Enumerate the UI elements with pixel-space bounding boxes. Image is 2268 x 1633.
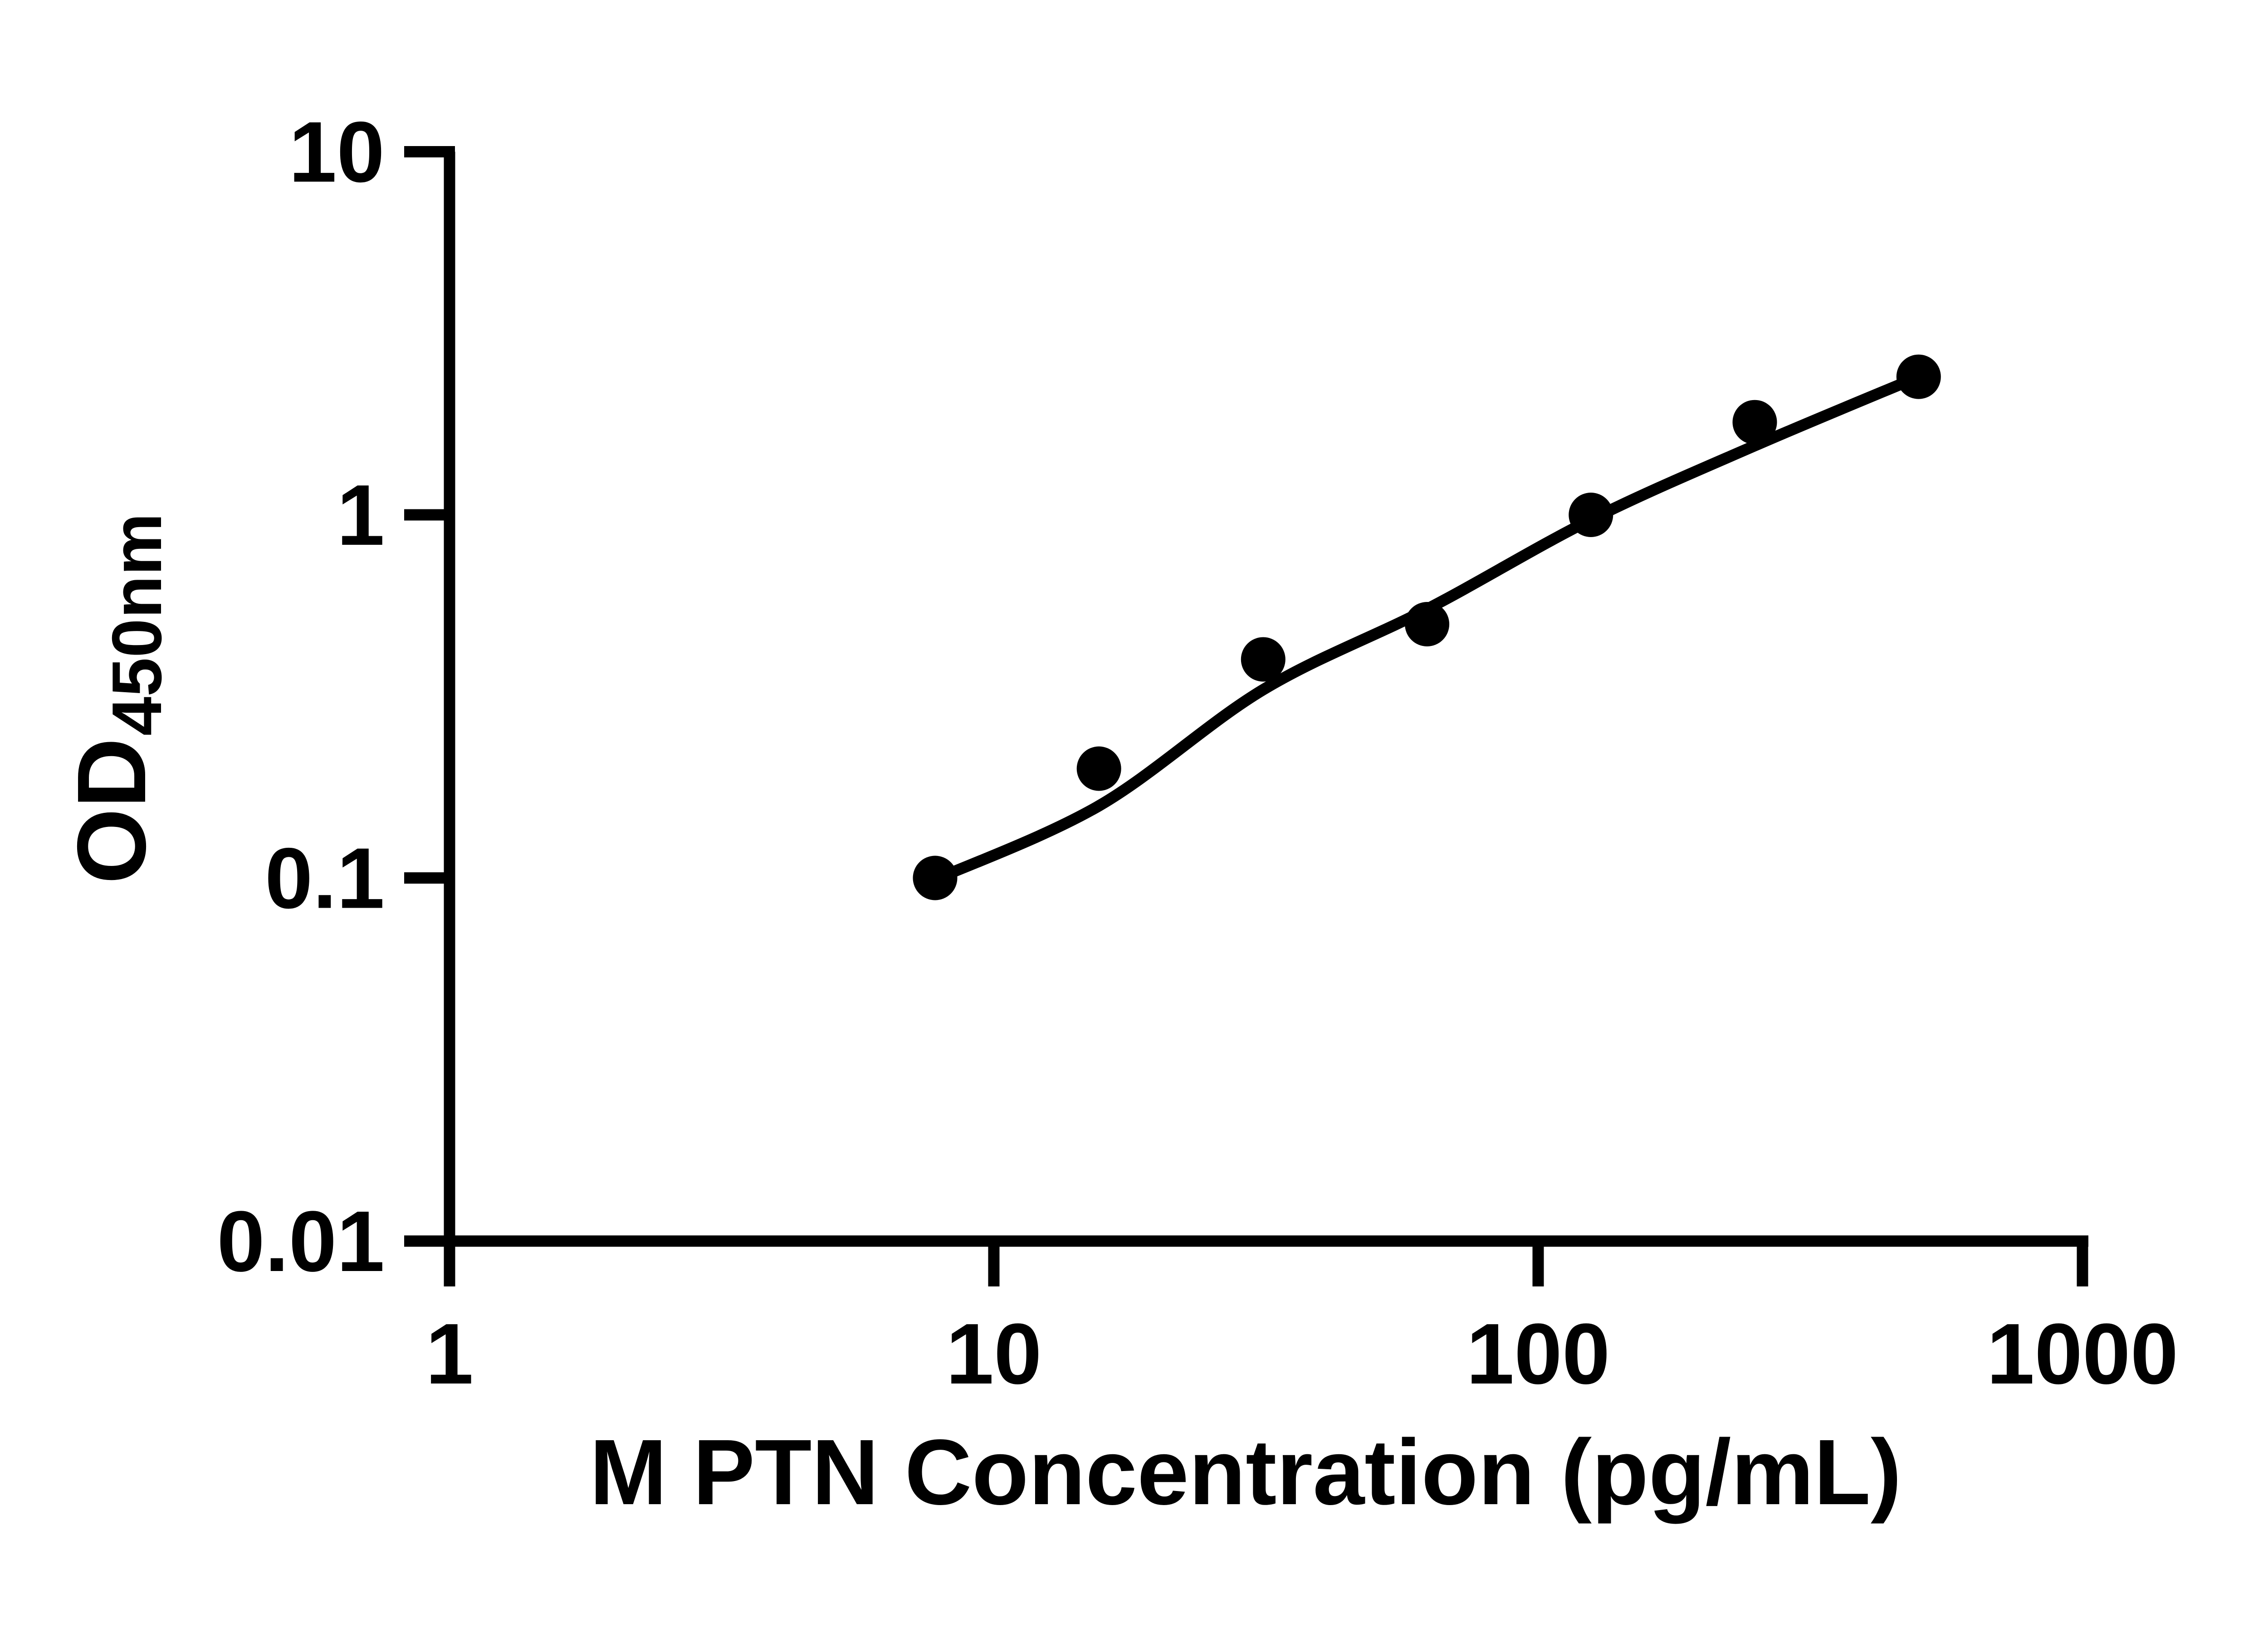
data-point bbox=[1896, 354, 1941, 399]
data-point bbox=[1732, 400, 1777, 445]
y-tick-label: 0.01 bbox=[217, 1193, 385, 1290]
data-point bbox=[1076, 746, 1121, 791]
data-point bbox=[913, 856, 958, 900]
y-axis-title: OD 450nm bbox=[57, 513, 176, 884]
axes bbox=[404, 152, 2088, 1247]
x-tick-label: 10 bbox=[946, 1306, 1041, 1402]
data-point bbox=[1241, 637, 1286, 682]
x-tick-label: 1000 bbox=[1987, 1306, 2179, 1402]
x-tick-label: 100 bbox=[1466, 1306, 1610, 1402]
y-axis-title-subscript: 450nm bbox=[98, 513, 176, 736]
data-points bbox=[913, 354, 1941, 900]
data-point bbox=[1405, 602, 1450, 646]
data-point bbox=[1569, 493, 1613, 537]
x-tick-label: 1 bbox=[425, 1306, 474, 1402]
y-tick-label: 1 bbox=[337, 467, 385, 563]
y-tick-label: 0.1 bbox=[265, 831, 385, 927]
y-tick-label: 10 bbox=[289, 104, 385, 200]
y-axis-title-main: OD bbox=[57, 738, 166, 885]
x-axis-title: M PTN Concentration (pg/mL) bbox=[590, 1420, 1902, 1524]
y-axis-ticks: 0.01 0.1 1 10 bbox=[217, 104, 455, 1290]
x-axis-ticks: 1 10 100 1000 bbox=[425, 1236, 2178, 1402]
